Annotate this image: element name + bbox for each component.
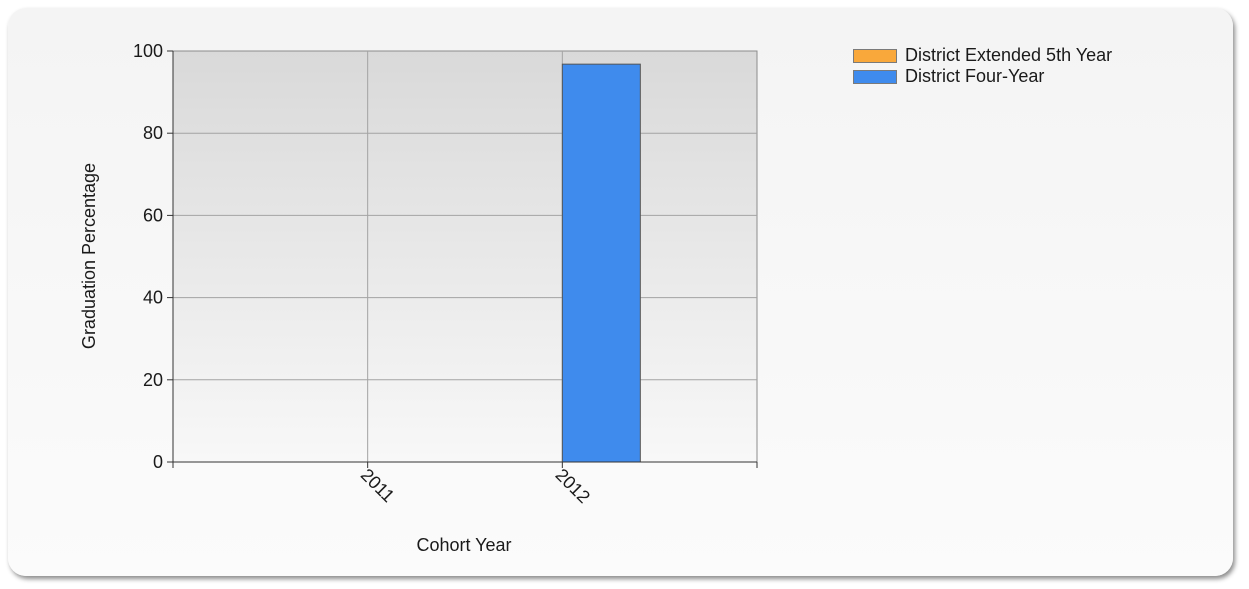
y-tick-label: 60 xyxy=(143,205,163,225)
y-tick-label: 80 xyxy=(143,123,163,143)
y-axis-label: Graduation Percentage xyxy=(79,163,99,349)
x-tick-label: 2012 xyxy=(552,465,594,507)
x-tick-labels: 2011 2012 xyxy=(357,465,594,507)
legend: District Extended 5th Year District Four… xyxy=(853,45,1112,87)
y-tick-label: 0 xyxy=(153,452,163,472)
legend-item-four-year: District Four-Year xyxy=(853,66,1112,87)
y-tick-label: 40 xyxy=(143,288,163,308)
legend-label: District Four-Year xyxy=(905,66,1045,86)
legend-item-extended-5th-year: District Extended 5th Year xyxy=(853,45,1112,66)
bar-2012 xyxy=(561,63,641,463)
y-tick-labels: 0 20 40 60 80 100 xyxy=(133,41,163,472)
legend-swatch xyxy=(853,69,897,84)
x-axis-label: Cohort Year xyxy=(416,535,511,555)
y-tick-label: 20 xyxy=(143,370,163,390)
y-tick-label: 100 xyxy=(133,41,163,61)
plot-area xyxy=(172,50,758,463)
x-tick-label: 2011 xyxy=(357,465,399,507)
bars xyxy=(561,63,641,463)
legend-swatch xyxy=(853,48,897,63)
legend-label: District Extended 5th Year xyxy=(905,45,1113,65)
axes xyxy=(167,50,758,468)
